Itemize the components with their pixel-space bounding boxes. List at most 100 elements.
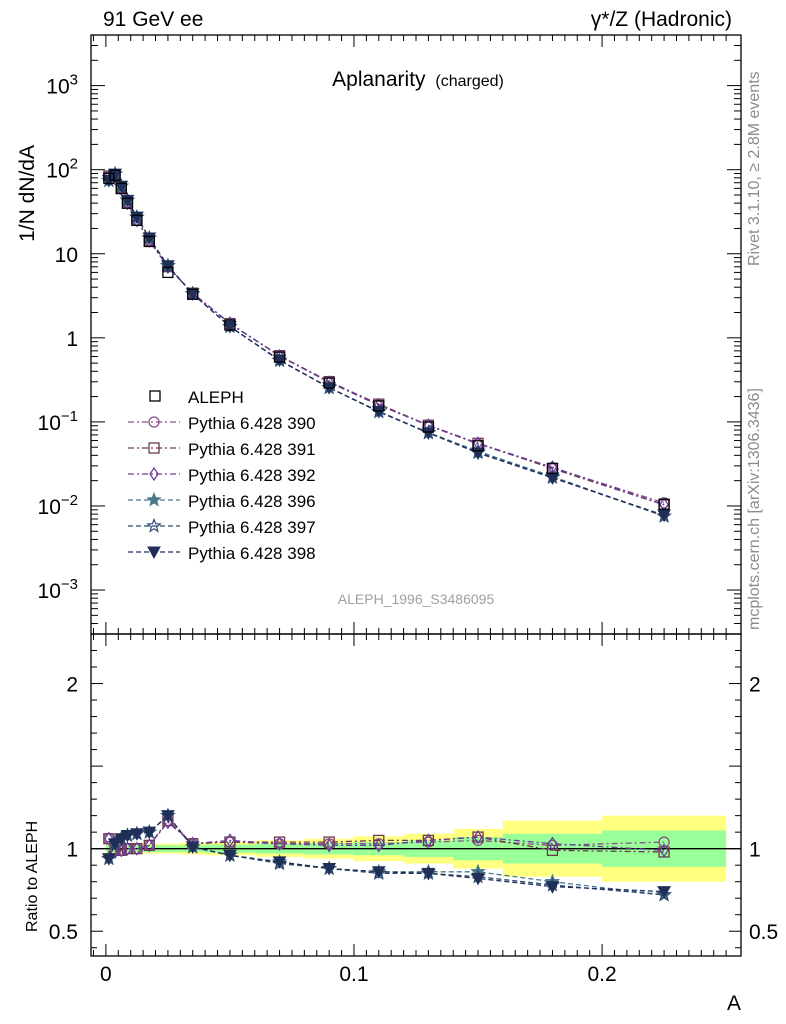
y-tick-label: 10−2 (38, 492, 78, 519)
series-layer (101, 165, 672, 523)
header-process-label: γ*/Z (Hadronic) (590, 8, 732, 31)
ratio-point (120, 829, 135, 843)
reference-point (143, 235, 155, 248)
ratio-point (322, 862, 337, 876)
ratio-point (423, 833, 434, 848)
ratio-point (473, 829, 483, 845)
ratio-point (323, 836, 335, 848)
series-point (272, 354, 287, 368)
legend-label: Pythia 6.428 396 (188, 492, 316, 511)
ratio-point (324, 838, 334, 853)
legend-marker (148, 416, 160, 428)
ratio-tick-label-right: 2 (749, 674, 761, 697)
legend-label: Pythia 6.428 397 (188, 518, 316, 537)
ratio-point (132, 841, 142, 856)
reference-point (273, 351, 286, 363)
series-2 (103, 169, 670, 511)
chart-title-suffix: (charged) (435, 73, 503, 90)
ratio-point (161, 810, 175, 823)
legend-marker-reference (149, 390, 161, 402)
series-point (142, 232, 157, 246)
y-tick-label: 10 (55, 244, 78, 267)
ratio-axis-label: Ratio to ALEPH (24, 821, 41, 932)
ratio-point (130, 828, 144, 841)
mcplots-source-label: mcplots.cern.ch [arXiv:1306.3436] (746, 388, 763, 630)
series-3 (104, 168, 669, 512)
legend-label: Pythia 6.428 398 (188, 544, 316, 563)
ratio-point (122, 841, 133, 856)
ratio-point (223, 849, 237, 863)
y-tick-label: 10−3 (38, 576, 78, 603)
ratio-series-3 (104, 815, 669, 860)
reference-point (187, 288, 199, 300)
ratio-tick-label: 0.5 (49, 921, 78, 944)
ratio-tick-label-right: 0.5 (749, 921, 778, 944)
ratio-tick-label-right: 1 (749, 839, 761, 862)
reference-point (472, 440, 484, 452)
series-point (421, 427, 436, 440)
legend-label: Pythia 6.428 390 (188, 414, 316, 433)
reference-point (103, 172, 115, 184)
y-axis-label: 1/N dN/dA (16, 145, 39, 242)
legend-marker (146, 517, 162, 533)
series-line (108, 172, 665, 517)
reference-point (546, 462, 559, 475)
ratio-series-layer (101, 807, 672, 902)
ratio-point (547, 836, 558, 851)
reference-point (323, 377, 335, 389)
reference-point (658, 498, 670, 510)
ratio-point (185, 841, 200, 855)
chart-title-main: Aplanarity (332, 68, 426, 91)
reference-point (121, 197, 134, 209)
ratio-point (272, 856, 287, 869)
ratio-tick-label: 1 (66, 839, 78, 862)
series-point (161, 260, 175, 273)
ratio-point (371, 866, 386, 879)
analysis-watermark: ALEPH_1996_S3486095 (338, 591, 495, 607)
ratio-point (142, 826, 157, 840)
y-tick-label: 10−1 (38, 408, 78, 435)
series-point (102, 175, 116, 188)
rivet-version-label: Rivet 3.1.10, ≥ 2.8M events (746, 71, 763, 266)
series-line (108, 172, 665, 517)
series-line (108, 172, 665, 516)
legend-marker (147, 546, 161, 560)
y-tick-label: 102 (46, 156, 78, 183)
reference-point (131, 214, 143, 226)
legend-label: Pythia 6.428 392 (188, 466, 316, 485)
reference-point (162, 266, 174, 279)
legend-label-reference: ALEPH (188, 388, 244, 407)
reference-point (109, 169, 121, 181)
reference-point (373, 400, 385, 412)
x-tick-label: 0.1 (339, 963, 368, 986)
x-tick-label: 0.2 (587, 963, 616, 986)
reference-point (115, 182, 127, 194)
reference-data (103, 169, 670, 510)
x-tick-label: 0 (100, 963, 112, 986)
ratio-tick-label: 2 (66, 674, 78, 697)
ratio-point (104, 831, 114, 846)
ratio-point (657, 886, 671, 899)
legend: ALEPH Pythia 6.428 390 Pythia 6.428 391 Pyt… (128, 388, 316, 563)
ratio-point (144, 838, 155, 853)
header-energy-label: 91 GeV ee (103, 8, 204, 31)
ratio-point (108, 838, 122, 851)
ratio-series-6 (102, 810, 671, 899)
reference-point (224, 319, 236, 331)
series-point (371, 405, 386, 419)
ratio-point (225, 833, 235, 848)
ratio-point (274, 836, 285, 851)
y-tick-label: 103 (46, 72, 78, 99)
legend-label: Pythia 6.428 391 (188, 440, 316, 459)
ratio-point (421, 867, 436, 881)
ratio-point (374, 838, 384, 853)
series-point (223, 321, 237, 334)
legend-marker (148, 442, 160, 454)
series-point (657, 509, 671, 523)
x-axis-label: A (727, 992, 741, 1015)
legend-marker (146, 491, 162, 507)
ratio-plot-frame (90, 633, 742, 957)
series-point (108, 168, 122, 182)
